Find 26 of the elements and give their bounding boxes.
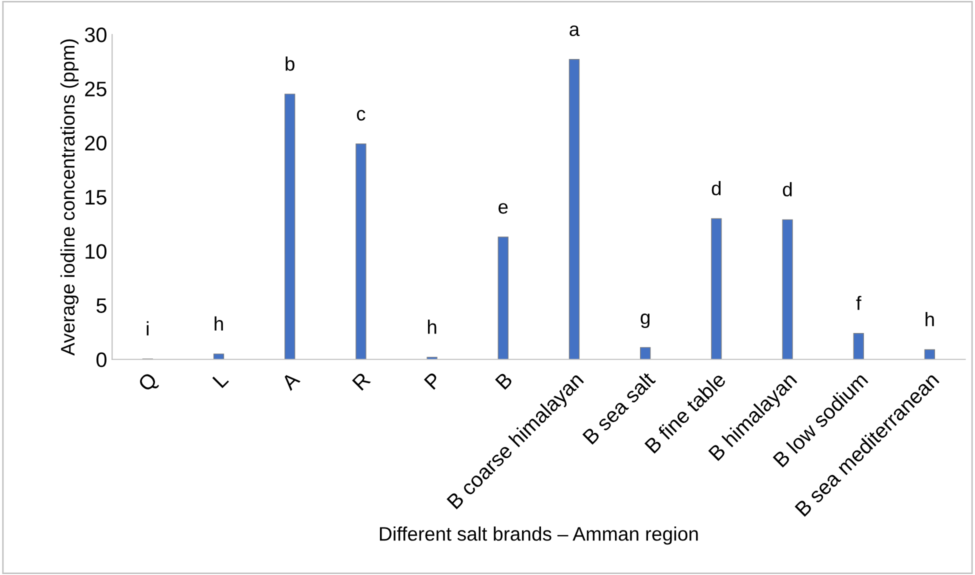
annotation: b <box>286 56 294 71</box>
annotation: f <box>856 296 862 310</box>
annotation: h <box>428 320 436 334</box>
x-tick-label: Q <box>137 372 160 395</box>
x-axis-title: Different salt brands – Amman region <box>380 526 698 545</box>
y-tick-label: 20 <box>85 136 106 151</box>
y-tick-label: 30 <box>84 28 106 42</box>
annotation: a <box>570 25 580 36</box>
y-tick-label: 25 <box>85 82 106 96</box>
annotation: c <box>356 110 366 121</box>
x-tick-label: P <box>424 372 442 390</box>
x-tick-label: L <box>212 372 229 388</box>
y-tick-label: 10 <box>86 244 106 259</box>
annotation: d <box>782 182 792 196</box>
annotation: g <box>640 314 650 328</box>
y-tick-label: 5 <box>96 298 106 313</box>
annotation: h <box>214 316 223 330</box>
y-tick-label: 15 <box>86 190 106 205</box>
annotation: i <box>146 321 149 336</box>
x-tick-label: R <box>352 372 371 391</box>
annotation: e <box>498 203 508 214</box>
y-tick-label: 0 <box>96 352 106 368</box>
y-axis-title: Average iodine concentrations (ppm) <box>60 39 79 356</box>
annotation: h <box>926 312 934 326</box>
x-tick-label: A <box>280 371 301 391</box>
annotation: d <box>712 181 721 196</box>
